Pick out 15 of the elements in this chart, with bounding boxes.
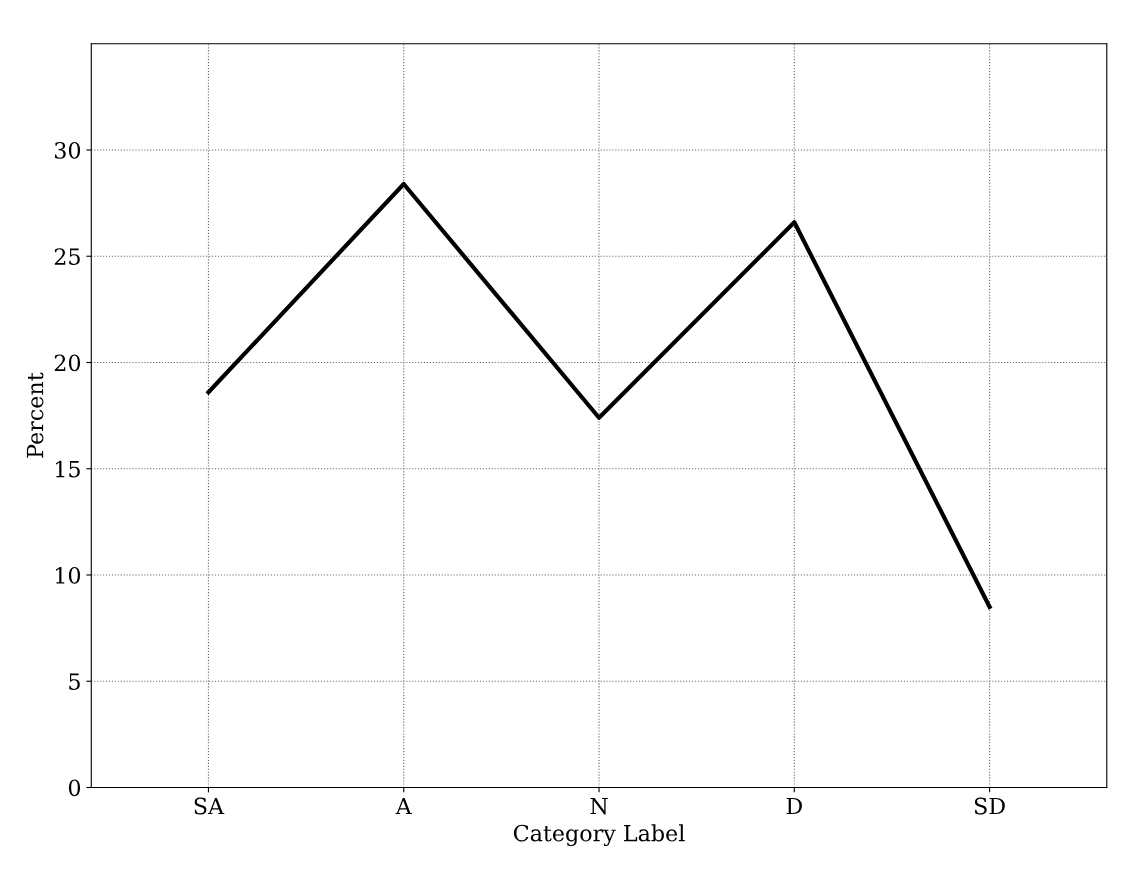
x-tick-label: SD: [974, 797, 1005, 815]
y-tick-label: 5: [69, 673, 80, 691]
y-tick-label: 30: [54, 141, 81, 159]
y-axis-title: Percent: [26, 372, 44, 458]
x-tick-label: SA: [194, 797, 225, 815]
y-tick-label: 10: [55, 566, 81, 584]
x-axis-title: Category Label: [513, 824, 685, 847]
y-tick-label: 15: [55, 460, 80, 478]
line-series: [206, 181, 992, 609]
y-tick-label: 0: [68, 779, 81, 797]
x-tick-label: D: [786, 797, 802, 815]
y-tick-label: 20: [54, 354, 81, 372]
x-tick-label: A: [395, 797, 412, 815]
x-tick-label: N: [590, 797, 608, 815]
y-tick-label: 25: [54, 248, 80, 266]
